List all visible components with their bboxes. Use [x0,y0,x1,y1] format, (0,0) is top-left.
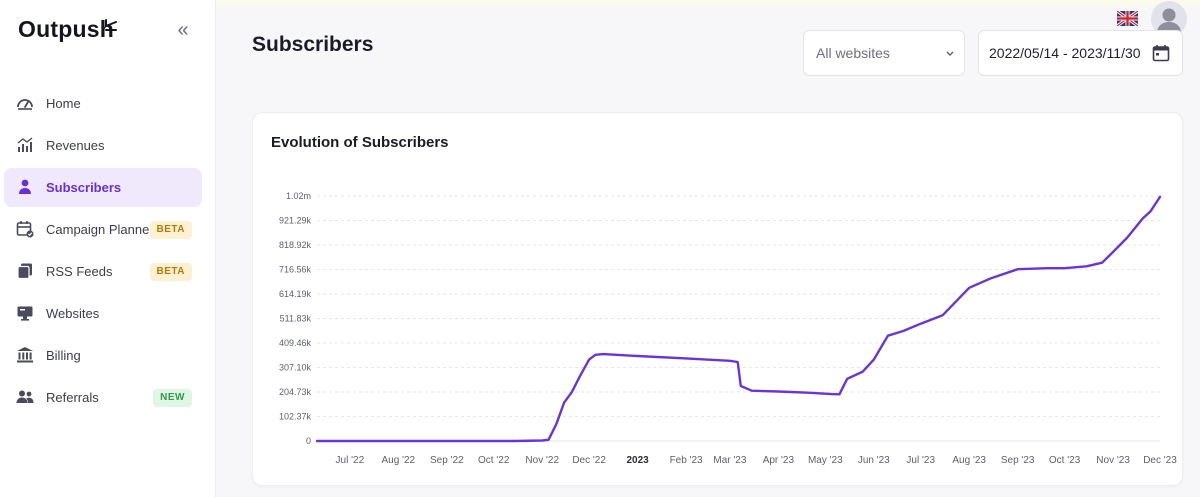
x-tick-label: Jul '23 [906,455,935,466]
date-range-value: 2022/05/14 - 2023/11/30 [989,45,1141,61]
beta-badge: BETA [149,221,192,239]
date-range-picker[interactable]: 2022/05/14 - 2023/11/30 [978,30,1183,76]
x-tick-label: Jun '23 [858,455,890,466]
y-tick-label: 614.19k [279,289,312,299]
sidebar-item-billing[interactable]: Billing [4,336,202,375]
x-tick-label: Aug '22 [382,455,416,466]
subscribers-chart-card: Evolution of Subscribers 0 102.37k 204.73k… [252,112,1183,486]
sidebar-item-campaign-planner[interactable]: Campaign Planner BETA [4,210,202,249]
feed-stack-icon [17,263,32,280]
x-tick-label: Oct '23 [1049,455,1081,466]
sidebar-item-label: Subscribers [46,180,122,195]
new-badge: NEW [153,389,192,407]
beta-badge: BETA [149,263,192,281]
x-tick-label: Sep '22 [430,455,464,466]
y-tick-label: 1.02m [286,191,311,201]
chevron-down-icon [946,51,954,56]
chart-title: Evolution of Subscribers [271,134,449,151]
logo-spark-icon [105,19,117,31]
bank-icon [17,347,33,363]
calendar-check-icon [16,221,34,238]
y-tick-label: 102.37k [279,412,312,422]
sidebar-item-subscribers[interactable]: Subscribers [4,168,202,207]
person-icon [19,179,31,194]
x-tick-label: Nov '23 [1096,455,1130,466]
page-title: Subscribers [252,33,374,56]
x-tick-label: Dec '23 [1143,455,1177,466]
sidebar-item-rss-feeds[interactable]: RSS Feeds BETA [4,252,202,291]
collapse-sidebar-icon[interactable]: « [177,19,189,41]
sidebar-item-label: RSS Feeds [46,264,113,279]
gauge-icon [17,99,33,110]
y-tick-label: 409.46k [279,338,312,348]
sidebar-item-revenues[interactable]: Revenues [4,126,202,165]
monitor-icon [17,306,33,321]
calendar-icon [1152,45,1170,62]
y-tick-label: 511.83k [280,314,312,324]
y-tick-label: 921.29k [279,216,312,226]
sidebar: Outpush « Home Revenues Subscribers Camp… [0,0,216,497]
people-icon [16,390,34,403]
sidebar-item-label: Home [46,96,81,111]
x-tick-label: Jul '22 [336,455,365,466]
y-tick-label: 0 [306,436,311,446]
sidebar-item-label: Billing [46,348,81,363]
x-tick-label: Sep '23 [1001,455,1035,466]
sidebar-item-label: Revenues [46,138,105,153]
x-tick-label: Mar '23 [713,455,746,466]
sidebar-item-label: Referrals [46,390,99,405]
y-tick-label: 204.73k [279,387,312,397]
brand-logo[interactable]: Outpush [18,16,114,42]
x-tick-label: May '23 [808,455,843,466]
x-tick-label: Dec '22 [572,455,606,466]
uk-flag-icon[interactable] [1117,11,1138,26]
sidebar-item-home[interactable]: Home [4,84,202,123]
x-tick-label: Aug '23 [952,455,986,466]
y-tick-label: 716.56k [279,265,312,275]
subscribers-series-line [315,195,1162,443]
subscribers-line-chart: 0 102.37k 204.73k 307.10k 409.46k 511.83k 614.… [279,191,1177,466]
x-tick-label: Apr '23 [763,455,795,466]
x-tick-label: Oct '22 [478,455,510,466]
website-select-value: All websites [816,45,890,61]
x-tick-label: 2023 [626,455,649,466]
website-select[interactable]: All websites [803,30,965,76]
y-tick-label: 307.10k [279,363,312,373]
topbar [216,0,1200,10]
bar-chart-icon [17,137,33,152]
x-tick-label: Nov '22 [525,455,559,466]
sidebar-item-label: Websites [46,306,100,321]
sidebar-item-websites[interactable]: Websites [4,294,202,333]
sidebar-item-label: Campaign Planner [46,222,154,237]
x-tick-label: Feb '23 [670,455,703,466]
sidebar-item-referrals[interactable]: Referrals NEW [4,378,202,417]
y-tick-label: 818.92k [279,240,312,250]
